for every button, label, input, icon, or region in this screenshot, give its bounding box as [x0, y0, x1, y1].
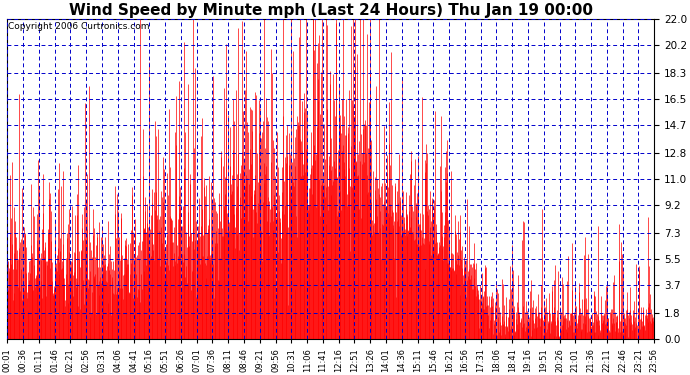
- Text: Copyright 2006 Curtronics.com: Copyright 2006 Curtronics.com: [8, 22, 150, 31]
- Title: Wind Speed by Minute mph (Last 24 Hours) Thu Jan 19 00:00: Wind Speed by Minute mph (Last 24 Hours)…: [69, 3, 593, 18]
